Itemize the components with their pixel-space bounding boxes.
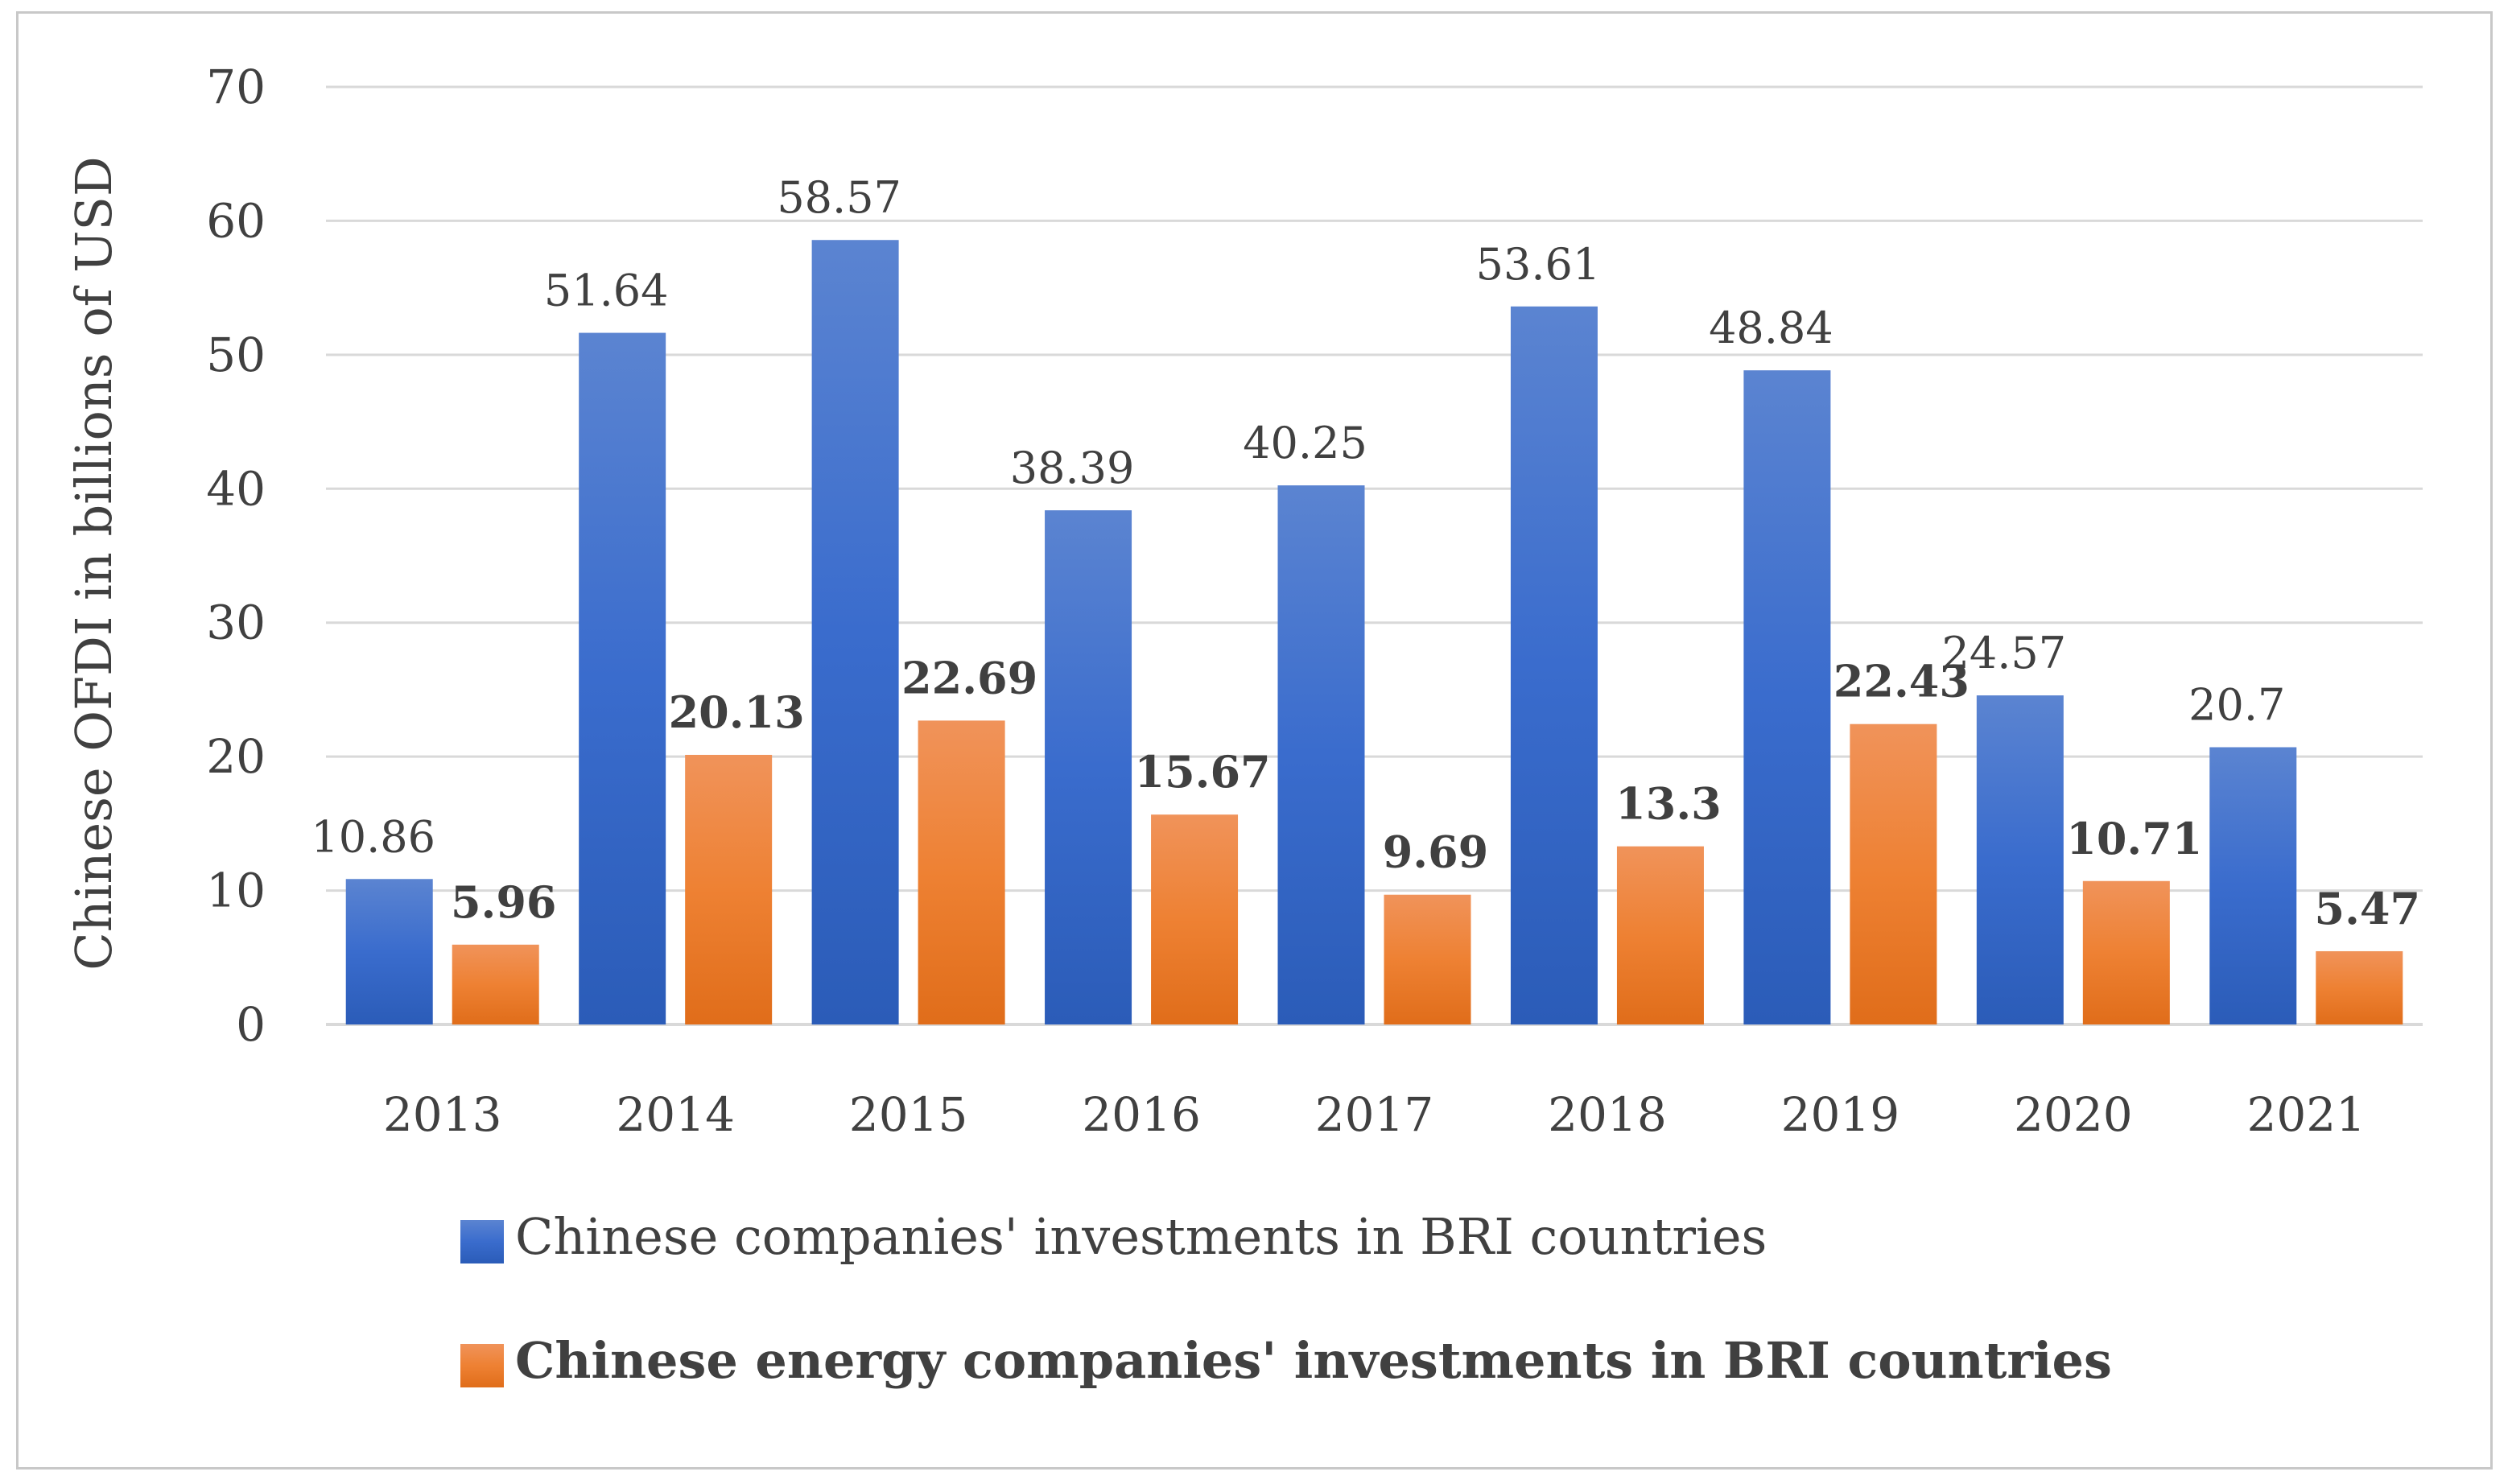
data-label-all-2019: 48.84	[1709, 303, 1833, 353]
bar-all-companies-2016	[1045, 510, 1132, 1024]
data-label-all-2017: 40.25	[1243, 418, 1367, 468]
bar-energy-companies-2021	[2316, 950, 2403, 1024]
bar-all-companies-2014	[579, 332, 666, 1024]
bar-energy-companies-2017	[1384, 894, 1471, 1024]
x-tick-label-2016: 2016	[1082, 1087, 1201, 1142]
bar-energy-companies-2018	[1616, 846, 1704, 1024]
y-tick-label: 60	[206, 193, 266, 248]
y-tick-label: 30	[206, 596, 266, 650]
x-tick-label-2013: 2013	[383, 1087, 502, 1142]
bar-all-companies-2020	[1976, 695, 2064, 1024]
bar-energy-companies-2016	[1151, 814, 1239, 1024]
bar-all-companies-2013	[345, 879, 433, 1024]
x-tick-label-2014: 2014	[616, 1087, 735, 1142]
bars	[345, 240, 2403, 1025]
data-label-all-2013: 10.86	[311, 811, 435, 862]
bar-energy-companies-2014	[685, 754, 773, 1024]
data-label-energy-2015: 22.69	[901, 652, 1037, 703]
data-label-energy-2016: 15.67	[1135, 746, 1271, 798]
y-tick-label: 50	[206, 328, 266, 382]
bar-energy-companies-2015	[918, 720, 1005, 1024]
data-label-energy-2014: 20.13	[669, 686, 805, 738]
y-tick-label: 20	[206, 729, 266, 784]
y-tick-label: 10	[206, 864, 266, 918]
data-label-all-2020: 24.57	[1942, 628, 2067, 678]
y-axis-title: Chinese OFDI in billions of USD	[64, 156, 123, 970]
legend-swatch-all	[460, 1220, 504, 1263]
data-labels: 10.86 5.96 51.64 20.13 58.57 22.69 38.39 15.67 4…	[311, 172, 2420, 934]
x-tick-label-2021: 2021	[2246, 1087, 2366, 1142]
x-tick-label-2017: 2017	[1315, 1087, 1434, 1142]
bar-all-companies-2015	[811, 240, 899, 1024]
data-label-all-2015: 58.57	[777, 172, 901, 223]
bar-all-companies-2019	[1743, 370, 1831, 1025]
bar-energy-companies-2019	[1850, 723, 1937, 1024]
bar-energy-companies-2020	[2082, 880, 2170, 1024]
bar-all-companies-2017	[1277, 485, 1365, 1024]
x-axis-ticks: 2013 2014 2015 2016 2017 2018 2019 2020 2021	[383, 1087, 2366, 1142]
x-tick-label-2018: 2018	[1548, 1087, 1667, 1142]
y-tick-label: 0	[236, 997, 266, 1052]
data-label-energy-2018: 13.3	[1615, 778, 1722, 830]
x-tick-label-2020: 2020	[2014, 1087, 2133, 1142]
data-label-all-2021: 20.7	[2188, 679, 2285, 730]
data-label-energy-2019: 22.43	[1833, 656, 1970, 707]
y-tick-label: 40	[206, 461, 266, 516]
x-tick-label-2019: 2019	[1781, 1087, 1900, 1142]
legend-label-energy: Chinese energy companies' investments in…	[515, 1331, 2112, 1390]
x-tick-label-2015: 2015	[849, 1087, 968, 1142]
legend: Chinese companies' investments in BRI co…	[460, 1207, 2112, 1390]
data-label-all-2018: 53.61	[1476, 239, 1601, 290]
gridlines	[326, 85, 2423, 1026]
chart-frame	[16, 11, 2493, 1470]
y-axis-ticks: 0 10 20 30 40 50 60 70	[206, 60, 266, 1052]
data-label-all-2014: 51.64	[544, 266, 669, 316]
data-label-energy-2013: 5.96	[451, 876, 557, 928]
bar-all-companies-2018	[1510, 306, 1598, 1024]
data-label-energy-2017: 9.69	[1383, 827, 1489, 878]
data-label-all-2016: 38.39	[1010, 443, 1135, 493]
data-label-energy-2020: 10.71	[2066, 813, 2202, 864]
legend-label-all: Chinese companies' investments in BRI co…	[515, 1207, 1767, 1266]
bar-energy-companies-2013	[452, 944, 539, 1024]
data-label-energy-2021: 5.47	[2315, 883, 2421, 934]
legend-swatch-energy	[460, 1344, 504, 1387]
bar-all-companies-2021	[2209, 747, 2297, 1024]
y-tick-label: 70	[206, 60, 266, 114]
